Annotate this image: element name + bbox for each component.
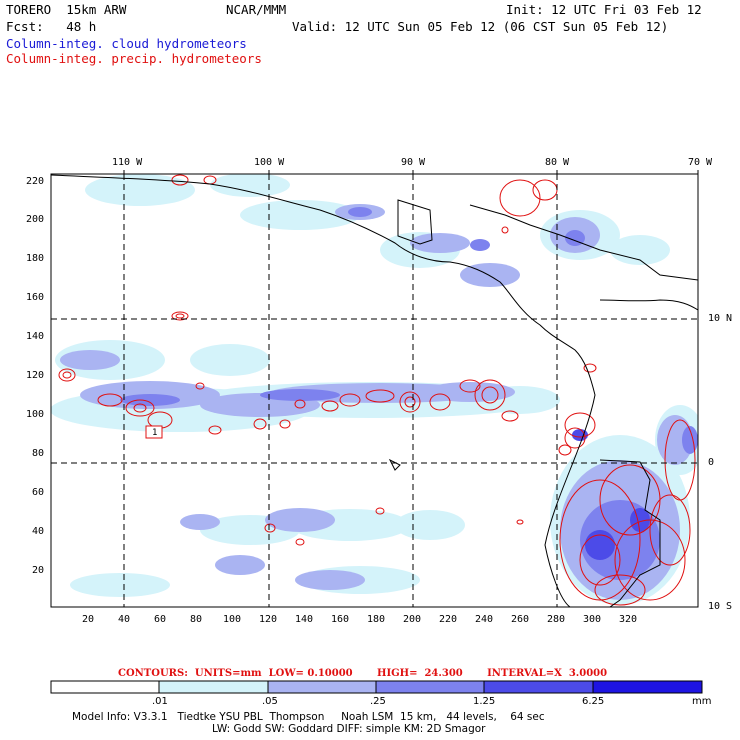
y-tick-100: 100 — [26, 409, 45, 420]
y-tick-220: 220 — [26, 176, 45, 187]
field-label-cloud: Column-integ. cloud hydrometeors — [6, 36, 247, 51]
colorbar-box-1 — [50, 680, 160, 694]
colorbar-box-2 — [158, 680, 269, 694]
x-tick-120: 120 — [259, 614, 278, 625]
y-tick-40: 40 — [32, 526, 45, 537]
y-tick-180: 180 — [26, 253, 45, 264]
field-label-precip: Column-integ. precip. hydrometeors — [6, 51, 262, 66]
lon-label-70w: 70 W — [688, 157, 713, 168]
forecast-hour: Fcst: 48 h — [6, 19, 97, 34]
contour-info: CONTOURS: UNITS=mm LOW= 0.10000 HIGH= 24… — [118, 668, 608, 679]
colorbar-box-6 — [592, 680, 703, 694]
precip-contours — [58, 174, 696, 606]
plot-frame — [50, 173, 699, 608]
y-tick-140: 140 — [26, 331, 45, 342]
colorbar-box-4 — [375, 680, 485, 694]
x-tick-80: 80 — [190, 614, 203, 625]
x-tick-60: 60 — [154, 614, 167, 625]
y-tick-160: 160 — [26, 292, 45, 303]
colorbar-label-3: 1.25 — [473, 696, 496, 707]
x-tick-40: 40 — [118, 614, 131, 625]
y-tick-20: 20 — [32, 565, 45, 576]
colorbar-box-3 — [267, 680, 377, 694]
lon-label-100w: 100 W — [254, 157, 285, 168]
x-tick-180: 180 — [367, 614, 386, 625]
colorbar-label-4: 6.25 — [582, 696, 605, 707]
x-tick-160: 160 — [331, 614, 350, 625]
lon-label-80w: 80 W — [545, 157, 570, 168]
lat-lon-grid — [51, 174, 698, 607]
x-tick-320: 320 — [619, 614, 638, 625]
lat-label-0: 0 — [708, 457, 715, 468]
x-tick-280: 280 — [547, 614, 566, 625]
x-tick-20: 20 — [82, 614, 95, 625]
lat-label-10n: 10 N — [708, 313, 733, 324]
y-tick-60: 60 — [32, 487, 45, 498]
y-tick-200: 200 — [26, 214, 45, 225]
colorbar-box-5 — [483, 680, 594, 694]
init-time: Init: 12 UTC Fri 03 Feb 12 — [506, 2, 702, 17]
grid-point-marker — [145, 425, 163, 439]
y-tick-120: 120 — [26, 370, 45, 381]
model-info-line2: LW: Godd SW: Goddard DIFF: simple KM: 2D… — [212, 723, 486, 735]
lon-label-90w: 90 W — [401, 157, 426, 168]
x-tick-220: 220 — [439, 614, 458, 625]
grid-point-marker-label: 1 — [152, 428, 158, 438]
organization: NCAR/MMM — [226, 2, 287, 17]
x-tick-100: 100 — [223, 614, 242, 625]
valid-time: Valid: 12 UTC Sun 05 Feb 12 (06 CST Sun … — [292, 19, 669, 34]
y-tick-80: 80 — [32, 448, 45, 459]
cloud-shading-darkest — [572, 429, 650, 560]
lon-label-110w: 110 W — [112, 157, 143, 168]
colorbar-label-0: .01 — [152, 696, 168, 707]
model-info-line1: Model Info: V3.3.1 Tiedtke YSU PBL Thomp… — [72, 711, 545, 723]
model-name: TORERO 15km ARW — [6, 2, 127, 17]
colorbar — [50, 680, 703, 694]
x-tick-260: 260 — [511, 614, 530, 625]
colorbar-unit: mm — [692, 696, 712, 707]
x-tick-300: 300 — [583, 614, 602, 625]
lon-ticks-top — [123, 170, 699, 174]
x-tick-140: 140 — [295, 614, 314, 625]
x-tick-200: 200 — [403, 614, 422, 625]
x-tick-240: 240 — [475, 614, 494, 625]
colorbar-label-2: .25 — [370, 696, 386, 707]
lat-label-10s: 10 S — [708, 601, 733, 612]
colorbar-label-1: .05 — [262, 696, 278, 707]
